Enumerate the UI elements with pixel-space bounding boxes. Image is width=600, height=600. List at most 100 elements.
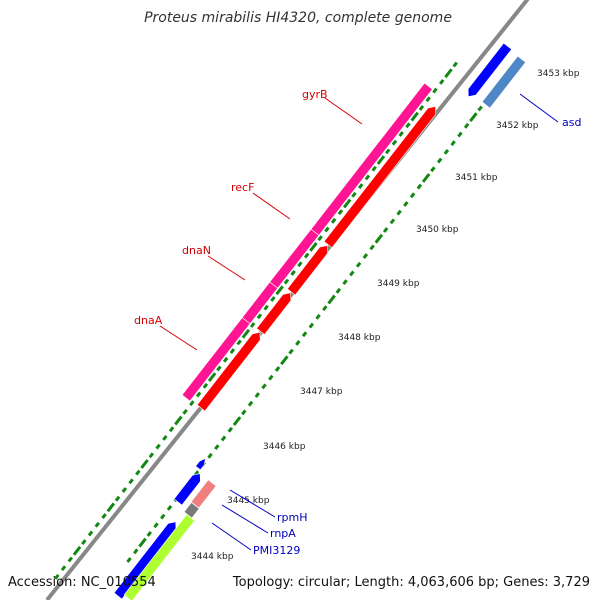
tick-mark [444,68,453,79]
tick-mark [121,487,128,493]
scale-tick-mark [469,112,478,123]
gene-leader-line [159,325,198,351]
gene-label-dnaa: dnaA [134,314,163,327]
tick-mark [140,459,149,469]
tick-mark [405,122,411,129]
scale-tick-mark [409,192,416,199]
map-title: Proteus mirabilis HI4320, complete genom… [144,10,452,26]
tick-mark [376,155,386,165]
scale-tick-mark [220,435,227,442]
accession-text: Accession: NC_010554 [8,575,156,590]
gene-label-pmi3129: PMI3129 [253,544,300,557]
tick-mark [207,372,217,382]
gene-leader-line [324,97,363,125]
tick-mark [87,530,94,537]
tick-mark [303,252,310,259]
tick-mark [351,191,357,198]
scale-tick-mark [261,383,267,390]
tick-mark [182,408,188,415]
scale-tick-mark [477,105,483,112]
tick-label: 3450 kbp [416,225,459,235]
tick-mark [391,139,398,146]
tick-mark [189,400,195,407]
tick-mark [60,565,67,572]
scale-tick-mark [214,444,220,451]
tick-label: 3453 kbp [537,69,580,79]
scale-tick-mark [126,557,132,563]
tick-mark [398,131,404,137]
tick-label: 3446 kbp [263,442,306,452]
tick-mark [337,209,344,216]
scale-tick-mark [369,244,375,251]
scale-tick-mark [342,279,348,286]
gene-block-rnpa [183,502,200,519]
red-block-4 [323,106,437,249]
tick-mark [94,521,101,528]
gene-block-rpmh [195,457,206,471]
scale-tick-mark [362,253,369,259]
scale-tick-mark [153,522,159,529]
tick-mark [309,242,318,252]
scale-tick-mark [322,305,328,312]
scale-tick-mark [430,166,436,173]
tick-mark [438,78,445,85]
gene-leader-line [252,192,291,220]
gene-label-rnpa: rnpA [270,527,296,540]
gene-block-blue-small [173,473,201,506]
red-block-1 [196,331,261,412]
gene-block-pmi3129 [123,513,196,600]
tick-mark [236,339,242,346]
scale-tick-mark [232,416,242,426]
tick-mark [256,313,263,320]
scale-tick-mark [133,548,139,555]
gene-label-rpmh: rpmH [277,511,308,524]
scale-tick-mark [241,409,247,416]
tick-mark [81,539,87,546]
scale-tick-mark [138,537,147,548]
scale-tick-mark [274,366,281,372]
tick-label: 3447 kbp [300,387,343,397]
scale-tick-mark [295,340,301,346]
scale-tick-mark [457,131,463,138]
tick-mark [162,435,168,441]
tick-mark [418,105,425,111]
tick-label: 3444 kbp [191,552,234,562]
tick-mark [342,198,352,209]
scale-tick-mark [463,122,470,129]
scale-tick-mark [254,392,261,398]
scale-tick-mark [335,287,342,294]
tick-mark [216,365,222,372]
scale-tick-mark [349,270,355,277]
scale-tick-mark [247,400,254,407]
tick-mark [106,502,116,513]
tick-mark [317,235,323,242]
scale-tick-mark [403,201,409,207]
scale-tick-mark [301,331,308,338]
tick-mark [114,495,121,502]
scale-tick-mark [308,322,315,329]
gene-leader-line [221,504,269,534]
tick-mark [155,443,161,450]
tick-mark [432,87,438,94]
scale-tick-mark [227,426,234,433]
tick-mark [241,328,251,339]
scale-tick-mark [374,233,384,244]
tick-mark [364,174,371,181]
gene-block-gyrb [310,82,433,236]
gene-label-gyrb: gyrB [302,88,328,101]
tick-mark [384,148,391,155]
tick-mark [174,415,183,426]
scale-tick-mark [416,183,423,190]
tick-mark [290,270,296,276]
tick-label: 3451 kbp [455,173,498,183]
scale-tick-mark [315,313,321,320]
scale-tick-mark [443,148,450,155]
gene-leader-line [207,255,246,281]
tick-mark [168,426,175,433]
genome-summary-text: Topology: circular; Length: 4,063,606 bp… [232,575,590,590]
scale-tick-mark [396,209,402,216]
scale-tick-mark [160,513,166,520]
tick-mark [72,545,82,556]
